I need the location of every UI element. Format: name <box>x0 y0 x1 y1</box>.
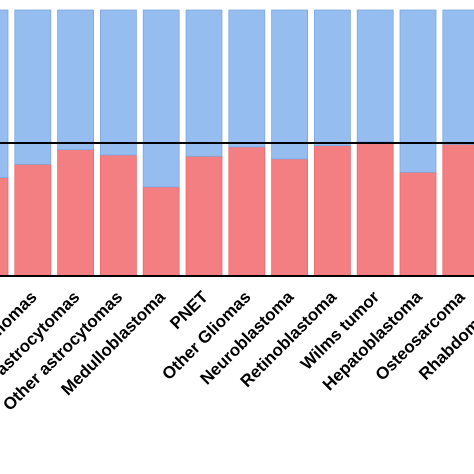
bar-segment-1-9 <box>313 145 351 277</box>
bar-segment-2-4 <box>100 9 137 156</box>
bar-segment-2-3 <box>57 9 94 151</box>
bar-segment-2-12 <box>442 9 474 145</box>
bar-segment-2-1 <box>0 9 9 178</box>
tick-labels-group: amomasastrocytomasOther astrocytomasMedu… <box>0 287 474 414</box>
bar-segment-2-7 <box>228 9 266 148</box>
bar-segment-1-5 <box>142 186 180 277</box>
bar-segment-2-5 <box>142 9 180 188</box>
bars-group <box>0 9 474 277</box>
bar-segment-2-8 <box>271 9 309 160</box>
bar-segment-2-11 <box>399 9 437 173</box>
bar-segment-2-9 <box>313 9 351 147</box>
bar-segment-2-10 <box>356 9 394 143</box>
bar-segment-1-2 <box>14 163 52 277</box>
bar-segment-1-7 <box>228 146 266 277</box>
bar-segment-1-1 <box>0 177 9 277</box>
bar-segment-1-8 <box>271 158 309 277</box>
bar-segment-2-2 <box>14 9 52 165</box>
bar-segment-1-12 <box>442 143 474 277</box>
bar-segment-2-6 <box>185 9 223 157</box>
bar-segment-1-10 <box>356 141 394 277</box>
bar-segment-1-3 <box>57 149 94 277</box>
bar-segment-1-4 <box>100 154 137 277</box>
bar-segment-1-6 <box>185 155 223 277</box>
bar-segment-1-11 <box>399 171 437 277</box>
